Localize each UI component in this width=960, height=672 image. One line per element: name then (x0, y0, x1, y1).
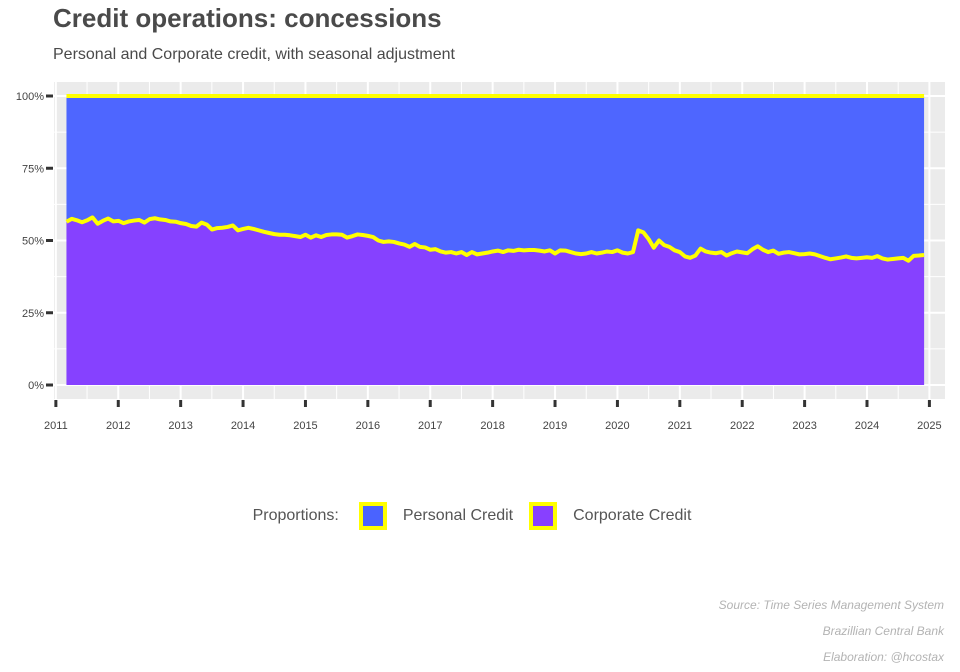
x-tick-label: 2024 (855, 420, 879, 432)
chart-area: 0% 25% 50% 75% 100% 2011 2012 2013 2014 2015 2016… (16, 82, 945, 432)
y-axis: 0% 25% 50% 75% 100% (16, 91, 53, 392)
legend: Proportions: Personal Credit Corporate C… (0, 502, 960, 530)
x-tick-label: 2025 (917, 420, 941, 432)
legend-label-corporate-credit: Corporate Credit (573, 507, 692, 524)
legend-swatch-corporate-credit (529, 502, 558, 530)
chart-subtitle: Personal and Corporate credit, with seas… (53, 46, 455, 63)
x-tick-label: 2022 (730, 420, 754, 432)
x-tick-label: 2012 (106, 420, 130, 432)
x-tick-label: 2014 (231, 420, 255, 432)
legend-swatch-personal-credit (358, 502, 387, 530)
y-tick-label: 50% (22, 236, 44, 248)
x-tick-label: 2020 (605, 420, 629, 432)
x-tick-label: 2023 (792, 420, 816, 432)
x-axis: 2011 2012 2013 2014 2015 2016 2017 2018 2019 2020… (44, 400, 942, 432)
x-tick-label: 2015 (293, 420, 317, 432)
y-tick-label: 75% (22, 163, 44, 175)
legend-label-personal-credit: Personal Credit (402, 507, 514, 524)
x-tick-label: 2021 (668, 420, 692, 432)
chart-title: Credit operations: concessions (53, 3, 442, 33)
y-tick-label: 100% (16, 91, 44, 103)
caption-institution: Brazillian Central Bank (822, 624, 944, 638)
x-tick-label: 2019 (543, 420, 567, 432)
x-tick-label: 2016 (356, 420, 380, 432)
y-tick-label: 25% (22, 308, 44, 320)
x-tick-label: 2013 (168, 420, 192, 432)
legend-title: Proportions: (252, 507, 339, 524)
caption-elaboration: Elaboration: @hcostax (823, 650, 944, 664)
caption-source: Source: Time Series Management System (718, 598, 944, 612)
x-tick-label: 2011 (44, 420, 68, 432)
captions: Source: Time Series Management System Br… (719, 592, 944, 670)
area-corporate-credit (66, 217, 925, 385)
x-tick-label: 2017 (418, 420, 442, 432)
y-tick-label: 0% (28, 380, 44, 392)
line-corporate-credit-boundary (65, 215, 925, 263)
x-tick-label: 2018 (480, 420, 504, 432)
